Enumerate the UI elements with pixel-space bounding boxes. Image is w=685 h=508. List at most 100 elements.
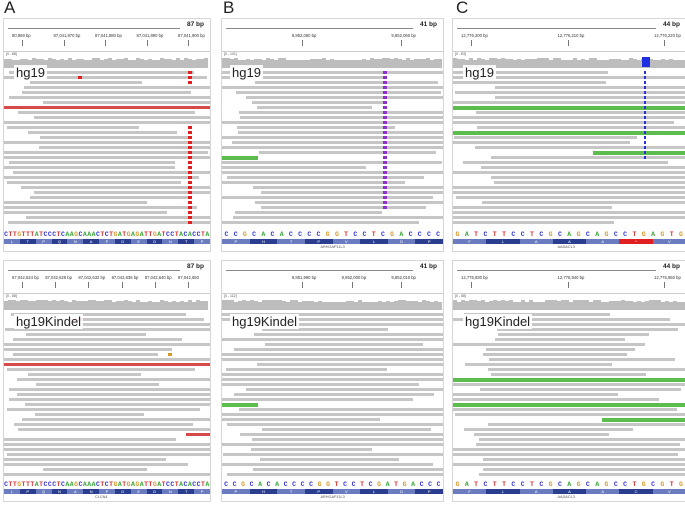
aligned-read <box>262 328 388 331</box>
coverage-bar <box>290 60 294 68</box>
coverage-bar <box>44 60 48 68</box>
aligned-read <box>232 141 443 144</box>
coverage-bar <box>72 60 76 68</box>
aligned-read <box>227 423 443 426</box>
amino-acid: D <box>114 489 131 494</box>
coverage-bar <box>294 60 298 68</box>
coverage-bar <box>410 301 414 310</box>
coverage-bar <box>4 59 8 68</box>
coverage-bar <box>100 60 104 68</box>
coverage-bar <box>465 301 469 310</box>
amino-acid: E <box>130 239 147 244</box>
coverage-bar <box>246 301 250 310</box>
coverage-bar <box>585 60 589 68</box>
aligned-read <box>489 358 675 361</box>
aligned-read <box>236 91 441 94</box>
aligned-read <box>464 313 610 316</box>
aligned-read <box>4 438 176 441</box>
amino-acid: L <box>486 239 520 244</box>
mismatch-marker <box>188 201 192 204</box>
aligned-read <box>9 398 210 401</box>
mismatch-marker <box>188 186 192 189</box>
bp-span-label: 87 bp <box>187 263 204 270</box>
coverage-bar <box>581 59 585 68</box>
amino-acid: * <box>619 239 653 244</box>
aligned-read <box>257 363 443 366</box>
coverage-bar <box>306 60 310 68</box>
coverage-bar <box>326 302 330 310</box>
tick-mark <box>105 40 106 46</box>
coverage-bar <box>430 302 434 310</box>
span-line <box>8 270 180 271</box>
aligned-read <box>222 338 443 341</box>
coverage-bar <box>278 300 282 310</box>
aligned-read <box>222 383 419 386</box>
insertion-marker <box>383 166 388 169</box>
coverage-bar <box>505 301 509 310</box>
coverage-bar <box>334 60 338 68</box>
aligned-read <box>222 86 443 89</box>
amino-acid: T <box>277 239 305 244</box>
coverage-bar <box>585 300 589 310</box>
coverage-bar <box>116 301 120 310</box>
aligned-read <box>261 191 443 194</box>
coverage-bar <box>132 302 136 310</box>
amino-acid: N <box>67 239 84 244</box>
aligned-read <box>255 81 438 84</box>
aligned-read <box>43 468 147 471</box>
coverage-bar <box>402 300 406 310</box>
amino-acid: E <box>130 489 147 494</box>
ruler: 44 bp 12,775,930 bp 12,775,940 bp 12,775,95… <box>453 261 685 294</box>
amino-acid: A <box>519 239 553 244</box>
coverage-bar <box>52 300 56 310</box>
mismatch-marker <box>644 111 647 114</box>
coverage-bar <box>645 301 649 310</box>
aligned-read <box>237 323 443 326</box>
coverage-bar <box>677 60 681 68</box>
aligned-read <box>235 211 382 214</box>
aligned-read <box>30 196 191 199</box>
coverage-bar <box>362 59 366 68</box>
aligned-read <box>479 438 685 441</box>
aligned-read <box>474 433 609 436</box>
tick-label: 12,775,930 bp <box>461 275 488 280</box>
coverage-bar <box>12 60 16 68</box>
tick-mark <box>567 40 569 46</box>
aligned-read <box>477 126 685 129</box>
coverage-bar <box>609 59 613 68</box>
coverage-bar <box>24 59 28 68</box>
mismatch-marker <box>644 136 647 139</box>
amino-acid: T <box>277 489 305 494</box>
coverage-bar <box>673 301 677 310</box>
coverage-bar <box>302 301 306 310</box>
aligned-read <box>453 398 659 401</box>
aligned-read <box>491 373 646 376</box>
aligned-read <box>7 181 181 184</box>
coverage-bar <box>485 60 489 68</box>
aligned-read <box>11 313 186 316</box>
insertion-marker <box>383 71 388 74</box>
coverage-bar <box>601 302 605 310</box>
mismatch-marker <box>188 81 192 84</box>
aligned-read <box>479 473 685 476</box>
coverage-bar <box>96 301 100 310</box>
coverage-bar <box>386 301 390 310</box>
coverage-bar <box>362 302 366 310</box>
tick-mark <box>146 40 148 46</box>
coverage-bar <box>242 60 246 68</box>
coverage-bar <box>505 59 509 68</box>
coverage-bar <box>298 302 302 310</box>
mismatch-marker <box>644 156 647 159</box>
coverage-bar <box>533 302 537 310</box>
amino-acid: P <box>194 489 210 494</box>
aligned-read <box>18 111 195 114</box>
tick-mark <box>471 40 472 46</box>
coverage-bar <box>156 60 160 68</box>
coverage-bar <box>497 301 501 310</box>
coverage-bar <box>509 300 513 310</box>
coverage-bar <box>222 58 226 68</box>
coverage-bar <box>96 58 100 68</box>
amino-acid: P <box>99 489 115 494</box>
coverage-bar <box>56 301 60 310</box>
aligned-read <box>4 156 210 159</box>
